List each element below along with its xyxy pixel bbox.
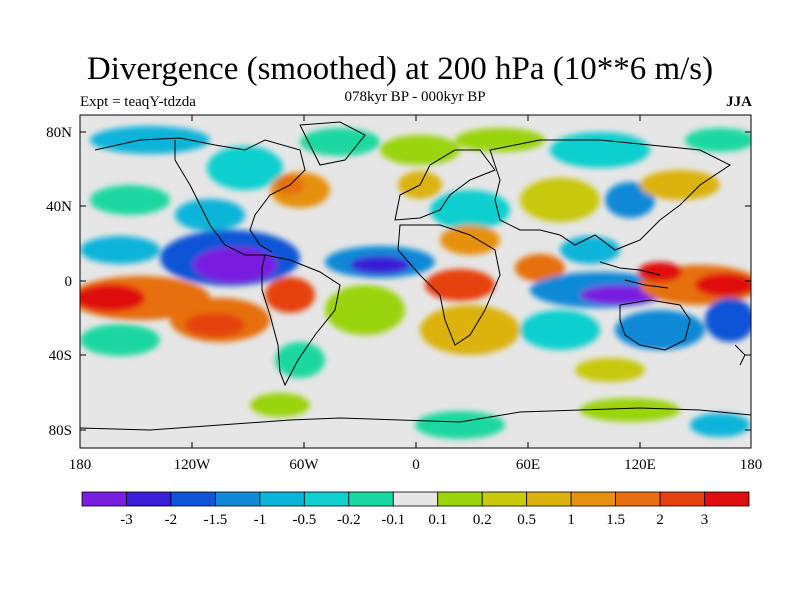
colorbar-label: -1.5 bbox=[204, 512, 228, 528]
colorbar-label: 0.2 bbox=[473, 512, 492, 528]
colorbar: -3 -2 -1.5 -1 -0.5 -0.2 -0.1 0.1 0.2 0.5 1 1.5 2 3 bbox=[81, 491, 750, 528]
lat-tick-label: 80N bbox=[46, 125, 72, 141]
colorbar-swatch bbox=[170, 491, 216, 507]
coast-australia bbox=[619, 299, 691, 351]
field-patch bbox=[193, 247, 277, 283]
lat-tick-label: 0 bbox=[65, 274, 73, 290]
colorbar-swatch bbox=[392, 491, 439, 507]
colorbar-label: -0.1 bbox=[381, 512, 405, 528]
field-patch bbox=[605, 182, 655, 218]
field-patch bbox=[580, 398, 680, 422]
field-patch bbox=[638, 262, 682, 282]
field-patch bbox=[455, 128, 545, 152]
field-patch bbox=[420, 305, 520, 355]
coastlines bbox=[80, 121, 751, 431]
field-patch bbox=[350, 256, 410, 274]
lon-tick-label: 180 bbox=[69, 457, 92, 473]
lon-tick-label: 60W bbox=[289, 457, 319, 473]
lat-tick-label: 40S bbox=[49, 348, 72, 364]
experiment-label: Expt = teaqY-tdzda bbox=[80, 94, 196, 110]
field-patch bbox=[325, 285, 405, 335]
lat-tick-label: 80S bbox=[49, 423, 72, 439]
field-patch bbox=[520, 178, 600, 222]
colorbar-swatch bbox=[570, 491, 617, 507]
field-patch bbox=[275, 342, 325, 378]
coast-antarctica bbox=[80, 407, 751, 431]
field-patch bbox=[640, 170, 720, 200]
lat-tick-label: 40N bbox=[46, 199, 72, 215]
colorbar-label: 1 bbox=[567, 512, 575, 528]
colorbar-label: -0.5 bbox=[292, 512, 316, 528]
lon-tick-label: 180 bbox=[740, 457, 763, 473]
field-patch bbox=[695, 273, 751, 297]
lon-tick-label: 60E bbox=[516, 457, 540, 473]
field-patch bbox=[80, 324, 160, 356]
period-label: 078kyr BP - 000kyr BP bbox=[344, 89, 486, 105]
colorbar-label: 1.5 bbox=[606, 512, 625, 528]
coast-asia bbox=[489, 139, 731, 251]
season-label: JJA bbox=[726, 94, 752, 110]
field-patch bbox=[690, 413, 750, 437]
colorbar-label: -3 bbox=[120, 512, 133, 528]
field-patch bbox=[560, 236, 620, 264]
colorbar-swatch bbox=[259, 491, 305, 507]
field-patch bbox=[515, 254, 565, 282]
field-patch bbox=[380, 135, 460, 165]
colorbar-label: -2 bbox=[165, 512, 178, 528]
colorbar-swatch bbox=[481, 491, 528, 507]
coast-south-america bbox=[261, 254, 341, 387]
latitude-axis: 80N 40N 0 40S 80S bbox=[46, 125, 751, 439]
coast-greenland bbox=[299, 121, 366, 166]
colorbar-swatch bbox=[526, 491, 572, 507]
coast-north-america-west bbox=[174, 140, 265, 256]
field-patch bbox=[90, 185, 170, 215]
colorbar-swatch bbox=[303, 491, 350, 507]
colorbar-swatch bbox=[81, 491, 127, 507]
field-patch bbox=[265, 277, 315, 313]
colorbar-label: -0.2 bbox=[337, 512, 361, 528]
colorbar-swatch bbox=[214, 491, 261, 507]
colorbar-label: -1 bbox=[254, 512, 267, 528]
divergence-field bbox=[80, 115, 751, 448]
colorbar-label: 0.5 bbox=[517, 512, 536, 528]
field-patch bbox=[580, 285, 660, 305]
field-patch bbox=[440, 225, 500, 255]
field-patch bbox=[550, 132, 650, 168]
field-patch bbox=[300, 128, 380, 156]
colorbar-label: 3 bbox=[701, 512, 709, 528]
field-patch bbox=[615, 310, 705, 350]
field-patch bbox=[415, 411, 505, 439]
lon-tick-label: 120W bbox=[174, 457, 212, 473]
field-patch bbox=[430, 190, 510, 230]
field-patch bbox=[80, 284, 145, 312]
field-patch bbox=[80, 236, 160, 264]
field-patch bbox=[685, 128, 751, 152]
field-patch bbox=[207, 146, 283, 190]
colorbar-swatch bbox=[615, 491, 661, 507]
lon-tick-label: 120E bbox=[624, 457, 656, 473]
colorbar-label: 2 bbox=[656, 512, 664, 528]
colorbar-label: 0.1 bbox=[428, 512, 447, 528]
coast-africa bbox=[397, 224, 501, 346]
colorbar-swatch bbox=[126, 491, 172, 507]
longitude-axis: 180 120W 60W 0 60E 120E 180 bbox=[69, 115, 763, 473]
colorbar-swatch bbox=[437, 491, 483, 507]
coast-indonesia bbox=[599, 261, 669, 289]
field-patch bbox=[175, 199, 245, 231]
field-patch bbox=[575, 358, 645, 382]
chart-title: Divergence (smoothed) at 200 hPa (10**6 … bbox=[86, 51, 714, 87]
lon-tick-label: 0 bbox=[412, 457, 420, 473]
field-patch bbox=[705, 298, 751, 342]
coast-north-america bbox=[94, 137, 306, 253]
coast-europe bbox=[394, 149, 496, 221]
colorbar-swatch bbox=[659, 491, 705, 507]
colorbar-swatch bbox=[348, 491, 394, 507]
field-patch bbox=[520, 310, 600, 350]
field-patch bbox=[425, 269, 495, 301]
colorbar-swatch bbox=[704, 491, 750, 507]
field-patch bbox=[185, 313, 245, 337]
field-patch bbox=[250, 393, 310, 417]
